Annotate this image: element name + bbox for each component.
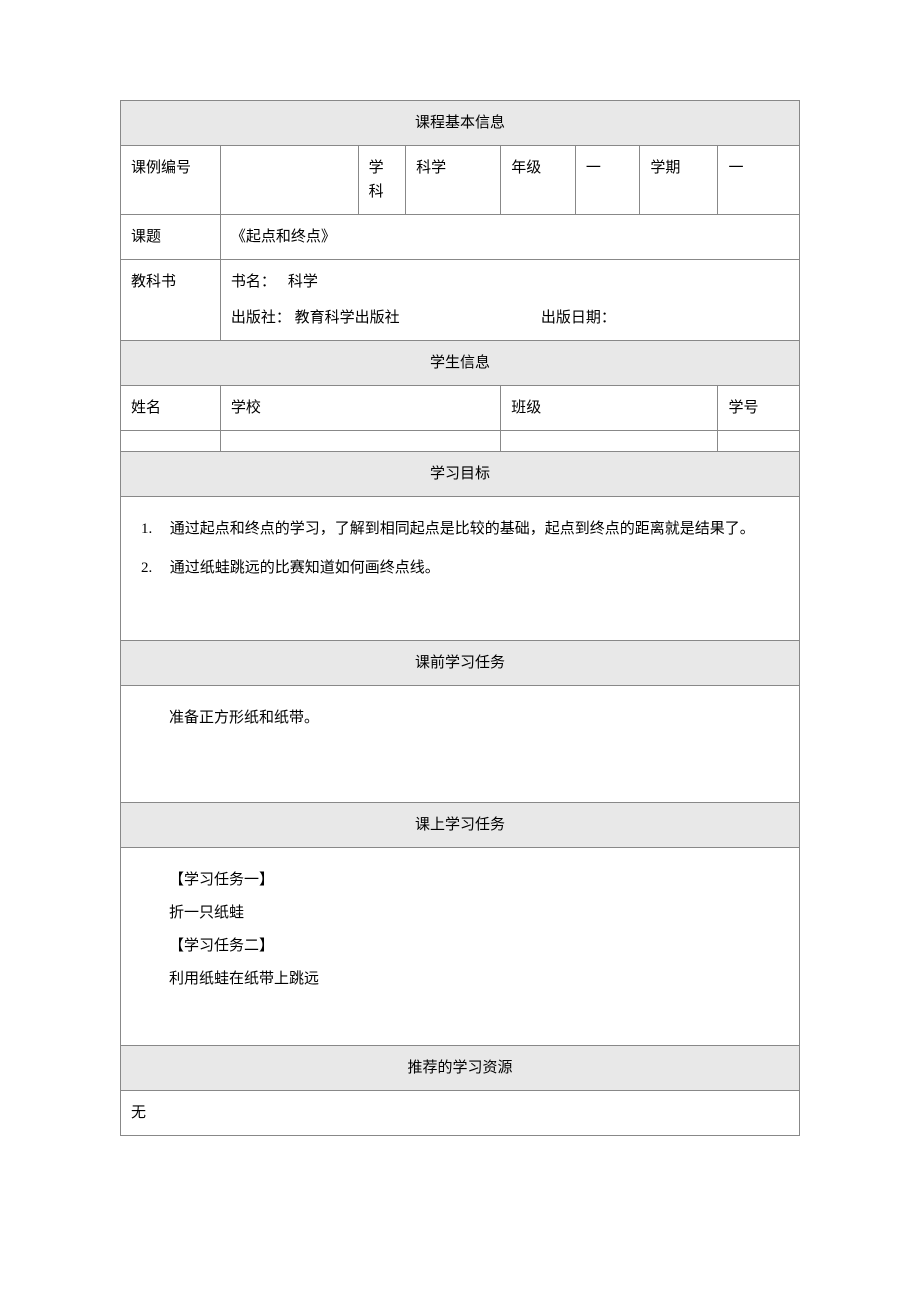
pub-date-label: 出版日期：: [541, 306, 616, 330]
student-id-value: [718, 431, 800, 452]
pre-task-cell: 准备正方形纸和纸带。: [121, 686, 800, 803]
student-class-label: 班级: [501, 386, 718, 431]
subject-label: 学科: [358, 146, 406, 215]
objective-2-text: 通过纸蛙跳远的比赛知道如何画终点线。: [170, 560, 440, 576]
student-name-label: 姓名: [121, 386, 221, 431]
objective-2-num: 2.: [141, 560, 152, 576]
subject-value: 科学: [406, 146, 501, 215]
publisher-label: 出版社：: [231, 310, 291, 326]
term-label: 学期: [640, 146, 718, 215]
student-school-value: [220, 431, 500, 452]
lesson-form-table: 课程基本信息 课例编号 学科 科学 年级 一 学期 一 课题 《起点和终点》 教…: [120, 100, 800, 1136]
objective-1-num: 1.: [141, 521, 152, 537]
in-class-header: 课上学习任务: [121, 803, 800, 848]
pre-task-text: 准备正方形纸和纸带。: [137, 702, 783, 735]
topic-label: 课题: [121, 215, 221, 260]
course-info-header: 课程基本信息: [121, 101, 800, 146]
objective-1-text: 通过起点和终点的学习，了解到相同起点是比较的基础，起点到终点的距离就是结果了。: [170, 521, 755, 537]
publisher-value: 教育科学出版社: [295, 310, 400, 326]
case-id-value: [220, 146, 358, 215]
student-id-label: 学号: [718, 386, 800, 431]
grade-value: 一: [575, 146, 640, 215]
objectives-header: 学习目标: [121, 452, 800, 497]
case-id-label: 课例编号: [121, 146, 221, 215]
term-value: 一: [718, 146, 800, 215]
grade-label: 年级: [501, 146, 576, 215]
resources-header: 推荐的学习资源: [121, 1046, 800, 1091]
task1-text: 折一只纸蛙: [137, 897, 783, 930]
resources-text: 无: [121, 1091, 800, 1136]
task1-label: 【学习任务一】: [137, 864, 783, 897]
book-name-label: 书名：: [231, 270, 276, 294]
student-school-label: 学校: [220, 386, 500, 431]
topic-value: 《起点和终点》: [220, 215, 799, 260]
task2-text: 利用纸蛙在纸带上跳远: [137, 963, 783, 996]
textbook-label: 教科书: [121, 260, 221, 341]
textbook-cell: 书名： 科学 出版社： 教育科学出版社 出版日期：: [220, 260, 799, 341]
objectives-cell: 1. 通过起点和终点的学习，了解到相同起点是比较的基础，起点到终点的距离就是结果…: [121, 497, 800, 641]
student-info-header: 学生信息: [121, 341, 800, 386]
book-name-value: 科学: [288, 270, 318, 294]
task2-label: 【学习任务二】: [137, 930, 783, 963]
pre-task-header: 课前学习任务: [121, 641, 800, 686]
in-class-cell: 【学习任务一】 折一只纸蛙 【学习任务二】 利用纸蛙在纸带上跳远: [121, 848, 800, 1046]
student-name-value: [121, 431, 221, 452]
student-class-value: [501, 431, 718, 452]
